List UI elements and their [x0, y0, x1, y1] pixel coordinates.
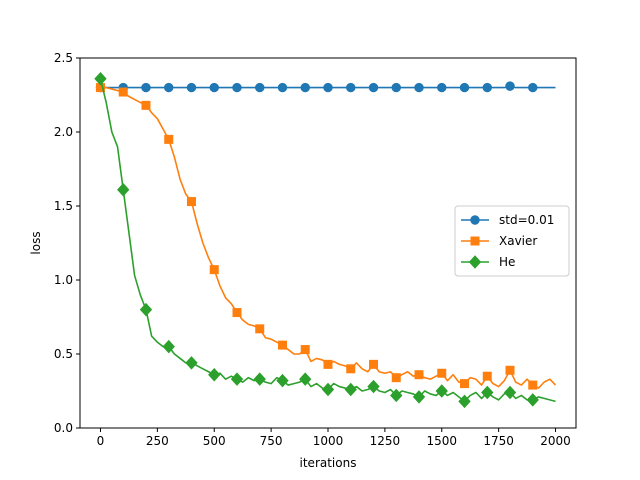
series-point [277, 340, 287, 350]
x-axis-ticks: 0 250 500 750 1000 1250 1500 1750 2000 [97, 428, 571, 448]
y-tick-label: 1.5 [54, 199, 73, 213]
y-tick-label: 2.0 [54, 125, 73, 139]
series-point [528, 82, 538, 93]
series-point [346, 82, 356, 93]
legend-swatch-marker [470, 215, 480, 225]
series-point [505, 365, 515, 375]
series-point [344, 382, 357, 397]
series-point [300, 345, 310, 355]
series-point [482, 371, 492, 381]
series-point [528, 380, 538, 390]
series-point [391, 373, 401, 383]
legend-label: std=0.01 [499, 213, 554, 227]
series-point [209, 82, 219, 93]
series-point [118, 87, 128, 97]
series-xavier [95, 83, 557, 390]
series-point [459, 82, 470, 93]
y-axis-label: loss [29, 231, 43, 254]
legend-label: Xavier [499, 234, 537, 248]
series-point [164, 134, 174, 144]
x-tick-label: 1500 [426, 434, 457, 448]
x-tick-label: 2000 [540, 434, 571, 448]
series-point [117, 182, 130, 197]
series-point [253, 372, 266, 386]
series-point [186, 197, 196, 207]
y-tick-label: 0.0 [54, 421, 73, 435]
series-point [255, 82, 265, 93]
series-point [255, 324, 265, 334]
legend-item: He [461, 255, 515, 269]
series-point [435, 384, 448, 398]
series-point [460, 379, 470, 389]
series-point [323, 359, 333, 369]
series-point [186, 82, 197, 93]
series-point [437, 82, 447, 93]
series-point [369, 359, 379, 369]
series-point [323, 82, 333, 93]
x-tick-label: 1750 [483, 434, 514, 448]
legend-swatch-marker [470, 236, 480, 246]
series-point [164, 82, 174, 93]
x-tick-label: 250 [146, 434, 169, 448]
legend-label: He [499, 255, 515, 269]
y-tick-label: 1.0 [54, 273, 73, 287]
series-point [414, 82, 424, 93]
x-axis-label: iterations [300, 456, 357, 470]
x-tick-label: 1000 [313, 434, 344, 448]
x-tick-label: 500 [203, 434, 226, 448]
x-tick-label: 750 [260, 434, 283, 448]
series-point [505, 81, 515, 91]
series-point [209, 265, 219, 275]
series-point [321, 382, 335, 397]
series-he [94, 71, 556, 409]
series-point [299, 372, 312, 386]
series-point [141, 100, 151, 110]
series-point [482, 82, 492, 93]
series-point [412, 390, 426, 404]
legend-swatch-marker [468, 255, 482, 269]
series-point [481, 385, 494, 400]
series-point [367, 379, 380, 394]
legend-item: std=0.01 [461, 213, 554, 227]
series-point [300, 82, 310, 93]
series-point [139, 302, 153, 317]
series-point [208, 367, 221, 382]
series-point [414, 370, 424, 380]
legend-item: Xavier [461, 234, 537, 248]
series-point [185, 356, 198, 370]
series-point [390, 388, 403, 403]
series-point [368, 82, 379, 93]
legend-box [454, 205, 570, 277]
series-point [276, 373, 289, 388]
series-point [277, 82, 288, 93]
series-point [232, 308, 242, 318]
x-tick-label: 0 [97, 434, 105, 448]
series-layer [94, 71, 557, 409]
series-point [232, 82, 242, 93]
series-point [94, 71, 107, 86]
series-point [458, 394, 471, 409]
series-point [526, 393, 539, 407]
series-point [391, 82, 401, 93]
series-point [230, 372, 244, 386]
y-tick-label: 2.5 [54, 51, 73, 65]
legend: std=0.01 Xavier He [454, 205, 570, 277]
x-tick-label: 1250 [370, 434, 401, 448]
series-point [141, 82, 151, 93]
y-axis-ticks: 0.0 0.5 1.0 1.5 2.0 2.5 [54, 51, 80, 435]
series-point [503, 385, 517, 400]
series-point [346, 364, 356, 374]
y-tick-label: 0.5 [54, 347, 73, 361]
series-point [162, 339, 175, 354]
series-point [437, 368, 447, 378]
